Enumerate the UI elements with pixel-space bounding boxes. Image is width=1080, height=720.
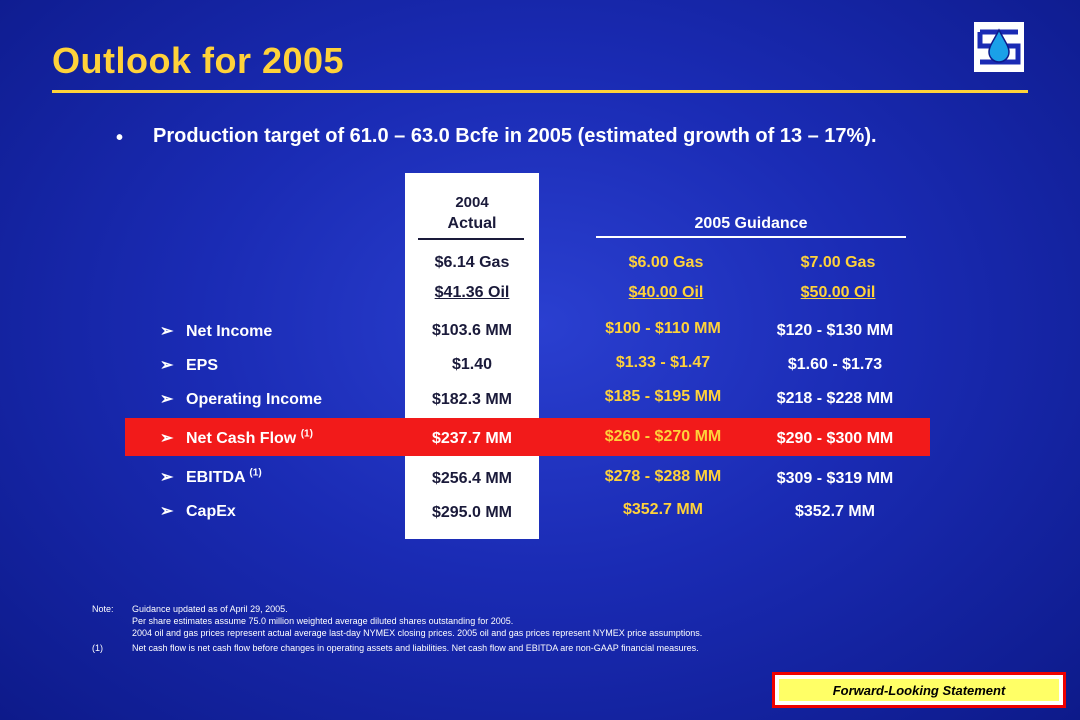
actual-ebitda: $256.4 MM	[431, 470, 513, 487]
row-label-ebitda: ➢ EBITDA (1)	[160, 467, 262, 486]
scenario-a-gas: $6.00 Gas	[628, 254, 704, 271]
row-label-capex: ➢ CapEx	[160, 503, 236, 520]
row-label-operating-income: ➢ Operating Income	[160, 391, 323, 408]
production-target-bullet: Production target of 61.0 – 63.0 Bcfe in…	[153, 125, 877, 147]
actual-2004-column	[405, 173, 539, 539]
scenario-a-net-cash-flow: $260 - $270 MM	[604, 428, 722, 445]
scenario-b-eps: $1.60 - $1.73	[787, 356, 883, 373]
arrow-bullet-icon: ➢	[160, 469, 174, 486]
actual-net-income: $103.6 MM	[431, 322, 513, 339]
scenario-b-ebitda: $309 - $319 MM	[776, 470, 894, 487]
scenario-a-ebitda: $278 - $288 MM	[604, 468, 722, 485]
note-line: Guidance updated as of April 29, 2005.	[132, 604, 288, 614]
row-label-net-income: ➢ Net Income	[160, 323, 273, 340]
actual-operating-income: $182.3 MM	[431, 391, 513, 408]
company-logo	[974, 22, 1024, 72]
actual-gas-price: $6.14 Gas	[434, 254, 510, 271]
footnote-key: (1)	[92, 643, 103, 653]
scenario-a-capex: $352.7 MM	[622, 501, 704, 518]
footnote-text: Net cash flow is net cash flow before ch…	[132, 643, 699, 653]
scenario-b-operating-income: $218 - $228 MM	[776, 390, 894, 407]
scenario-b-net-cash-flow: $290 - $300 MM	[776, 430, 894, 447]
guidance-header: 2005 Guidance	[694, 215, 808, 232]
highlight-bar	[125, 418, 930, 456]
actual-net-cash-flow: $237.7 MM	[431, 430, 513, 447]
footnotes: Note: Guidance updated as of April 29, 2…	[92, 603, 832, 661]
forward-looking-statement-label: Forward-Looking Statement	[779, 679, 1059, 701]
row-label-net-cash-flow: ➢ Net Cash Flow (1)	[160, 428, 313, 447]
scenario-a-net-income: $100 - $110 MM	[605, 320, 721, 337]
actual-header-year: 2004	[455, 194, 489, 211]
actual-header-label: Actual	[447, 215, 497, 232]
arrow-bullet-icon: ➢	[160, 357, 174, 374]
scenario-b-gas: $7.00 Gas	[800, 254, 876, 271]
actual-capex: $295.0 MM	[431, 504, 513, 521]
scenario-a-eps: $1.33 - $1.47	[615, 354, 711, 371]
note-line: Per share estimates assume 75.0 million …	[132, 616, 514, 626]
actual-oil-price: $41.36 Oil	[434, 284, 510, 301]
forward-looking-statement-box: Forward-Looking Statement	[772, 672, 1066, 708]
scenario-a-oil: $40.00 Oil	[628, 284, 704, 301]
guidance-header-rule	[596, 236, 906, 238]
page-title: Outlook for 2005	[52, 40, 345, 81]
row-label-eps: ➢ EPS	[160, 357, 219, 374]
scenario-b-net-income: $120 - $130 MM	[776, 322, 894, 339]
arrow-bullet-icon: ➢	[160, 391, 174, 408]
arrow-bullet-icon: ➢	[160, 503, 174, 520]
note-line: 2004 oil and gas prices represent actual…	[132, 628, 703, 638]
actual-eps: $1.40	[451, 356, 493, 373]
actual-header-rule	[418, 238, 524, 240]
arrow-bullet-icon: ➢	[160, 430, 174, 447]
scenario-a-operating-income: $185 - $195 MM	[604, 388, 722, 405]
title-divider	[52, 90, 1028, 93]
arrow-bullet-icon: ➢	[160, 323, 174, 340]
scenario-b-capex: $352.7 MM	[794, 503, 876, 520]
bullet-icon: •	[116, 127, 124, 149]
note-key: Note:	[92, 604, 114, 614]
scenario-b-oil: $50.00 Oil	[800, 284, 876, 301]
